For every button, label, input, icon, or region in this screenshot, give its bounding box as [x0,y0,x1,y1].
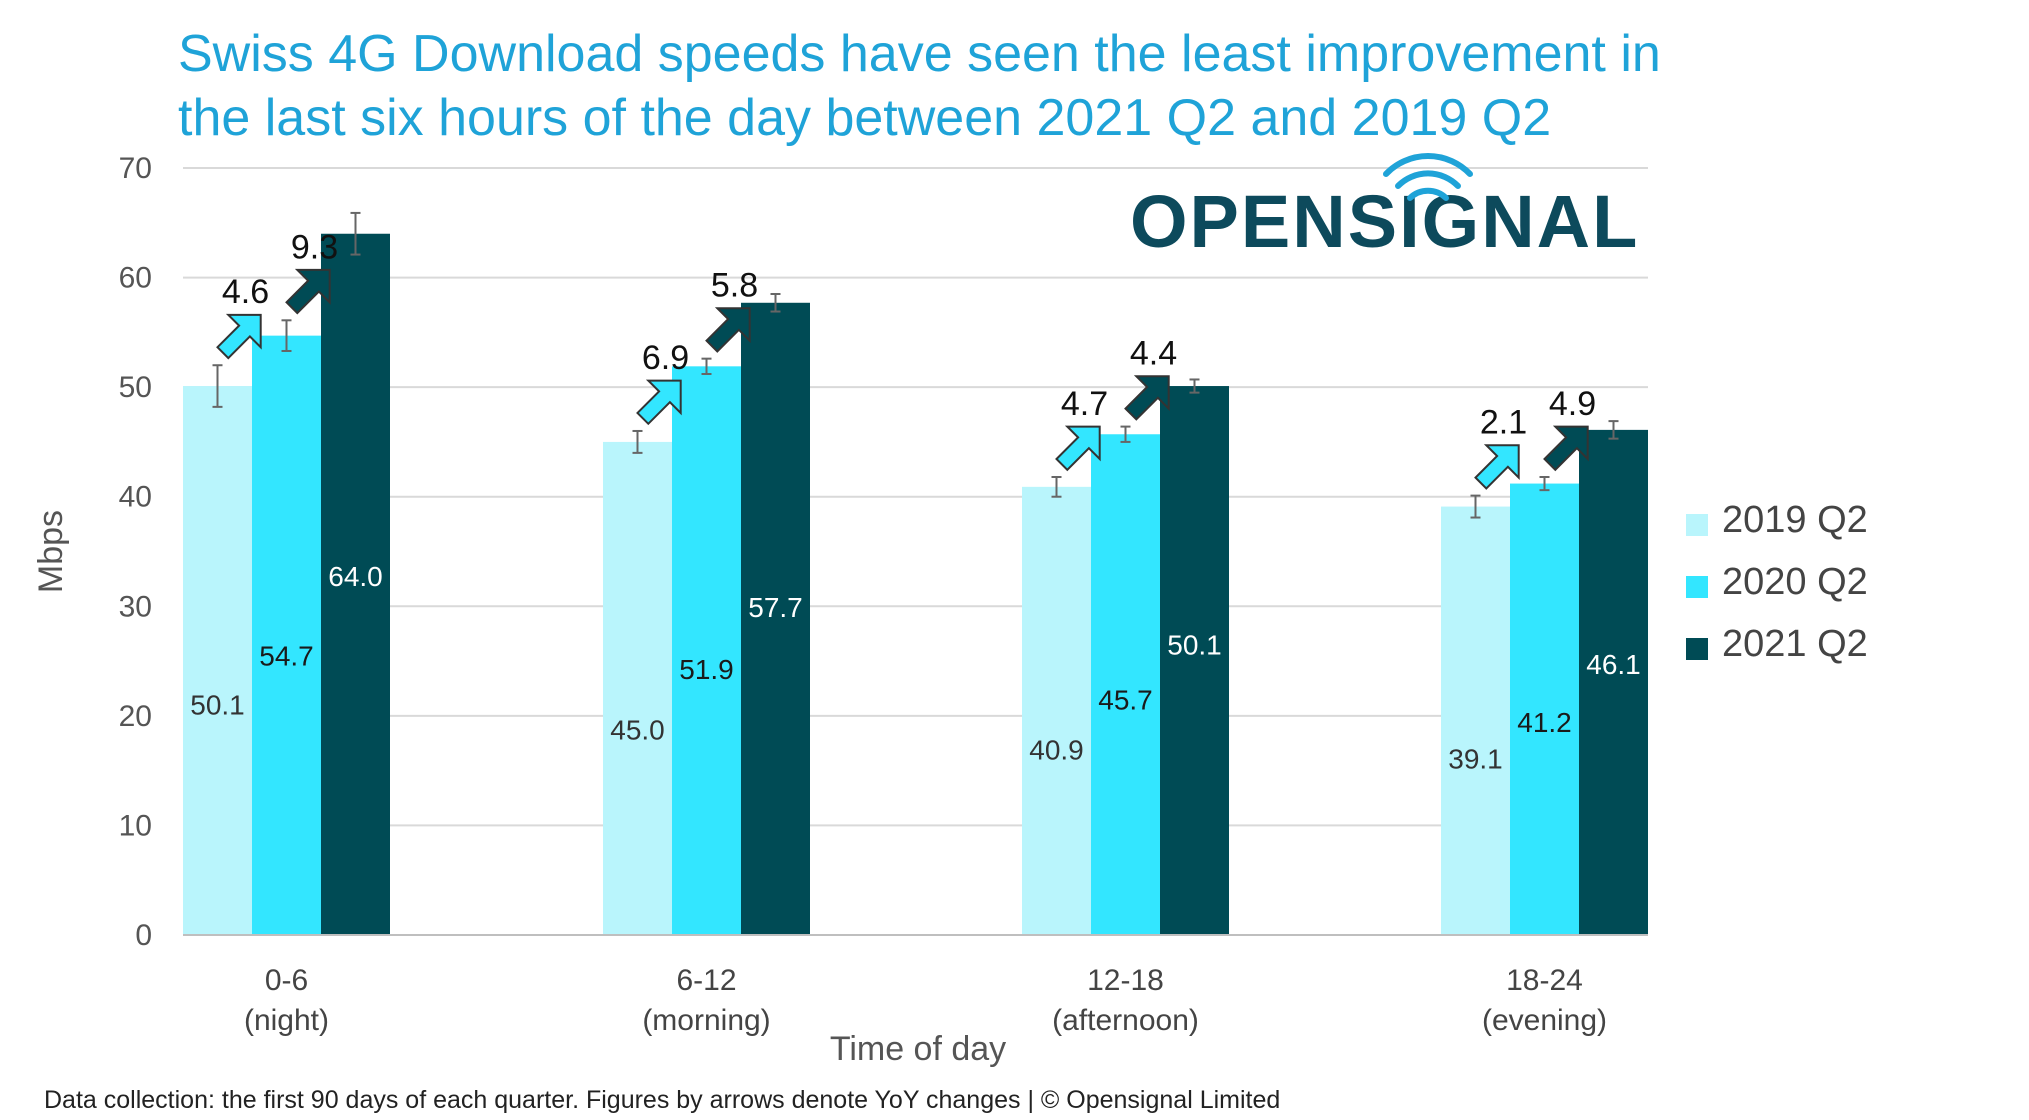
yoy-change-label: 5.8 [711,267,758,305]
yoy-arrow [1474,444,1520,490]
bar-2019-Q2-3 [1441,506,1510,935]
x-tick-label: 18-24 [1506,964,1583,997]
data-label: 51.9 [679,654,734,685]
bar-2019-Q2-2 [1022,486,1091,935]
footnote: Data collection: the first 90 days of ea… [44,1086,1281,1114]
yoy-arrow [285,268,331,315]
yoy-arrow [705,307,751,353]
data-label: 40.9 [1029,735,1084,766]
logo-text: OPENSIGNAL [1130,180,1639,263]
bar-2021-Q2-0 [321,233,390,935]
axes: 0 10 20 30 40 50 60 70 Mbps Time of day 0-6 (night)… [32,152,1648,1068]
y-tick-label: 40 [119,481,152,514]
legend-swatch [1686,576,1708,598]
bar-2020-Q2-2 [1091,434,1160,935]
x-axis-title: Time of day [830,1030,1006,1068]
opensignal-logo: OPENSIGNAL [1130,153,1639,263]
yoy-arrow [636,379,682,426]
bar-2020-Q2-1 [672,366,741,935]
x-tick-label: 0-6 [265,964,308,997]
data-labels: 50.1 54.7 64.0 45.0 51.9 57.7 40.9 45.7 50.1 39.1… [190,561,1641,775]
y-tick-label: 10 [119,809,152,842]
data-label: 57.7 [748,592,803,623]
legend-label: 2019 Q2 [1722,499,1868,541]
y-tick-label: 70 [119,152,152,185]
yoy-arrow [1124,375,1170,421]
chart-title-line-1: Swiss 4G Download speeds have seen the l… [178,25,1661,83]
data-label: 50.1 [190,689,245,720]
data-label: 45.7 [1098,685,1153,716]
y-tick-label: 0 [135,919,152,952]
bar-2021-Q2-1 [741,302,810,936]
data-label: 45.0 [610,715,665,746]
legend: 2019 Q2 2020 Q2 2021 Q2 [1686,499,1868,665]
legend-label: 2021 Q2 [1722,623,1868,665]
yoy-change-label: 4.7 [1061,385,1108,423]
data-label: 39.1 [1448,744,1503,775]
x-tick-sublabel: (night) [244,1004,329,1037]
yoy-arrow [1055,425,1101,472]
yoy-change-label: 4.9 [1549,385,1596,423]
data-label: 41.2 [1517,707,1572,738]
bar-2021-Q2-2 [1160,386,1229,936]
yoy-arrow [216,313,262,360]
yoy-change-label: 4.4 [1130,335,1177,373]
bar-2019-Q2-0 [183,386,252,936]
bar-2020-Q2-0 [252,335,321,935]
yoy-arrows: 4.6 9.3 6.9 5.8 4.7 4.4 2.1 4.9 [216,228,1596,490]
bar-2019-Q2-1 [603,441,672,935]
grid-lines [183,167,1648,936]
data-label: 46.1 [1586,649,1641,680]
chart-title: Swiss 4G Download speeds have seen the l… [178,22,1738,150]
y-tick-label: 20 [119,700,152,733]
yoy-change-label: 9.3 [291,228,338,266]
x-tick-label: 12-18 [1087,964,1164,997]
y-tick-label: 30 [119,590,152,623]
y-tick-label: 50 [119,371,152,404]
x-tick-label: 6-12 [676,964,736,997]
yoy-change-label: 4.6 [222,273,269,311]
x-tick-sublabel: (evening) [1482,1004,1607,1037]
bars [183,211,1648,936]
yoy-change-label: 2.1 [1480,404,1527,442]
data-label: 64.0 [328,561,383,592]
data-label: 50.1 [1167,629,1222,660]
yoy-change-label: 6.9 [642,339,689,377]
signal-icon [1383,153,1473,201]
y-axis-title: Mbps [32,510,70,593]
chart-title-line-2: the last six hours of the day between 20… [178,89,1552,147]
x-tick-sublabel: (morning) [642,1004,770,1037]
bar-2020-Q2-3 [1510,483,1579,935]
legend-swatch [1686,514,1708,536]
bar-2021-Q2-3 [1579,429,1648,935]
data-label: 54.7 [259,640,314,671]
yoy-arrow [1543,425,1589,472]
x-tick-sublabel: (afternoon) [1052,1004,1199,1037]
legend-swatch [1686,638,1708,660]
legend-label: 2020 Q2 [1722,561,1868,603]
y-tick-label: 60 [119,262,152,295]
